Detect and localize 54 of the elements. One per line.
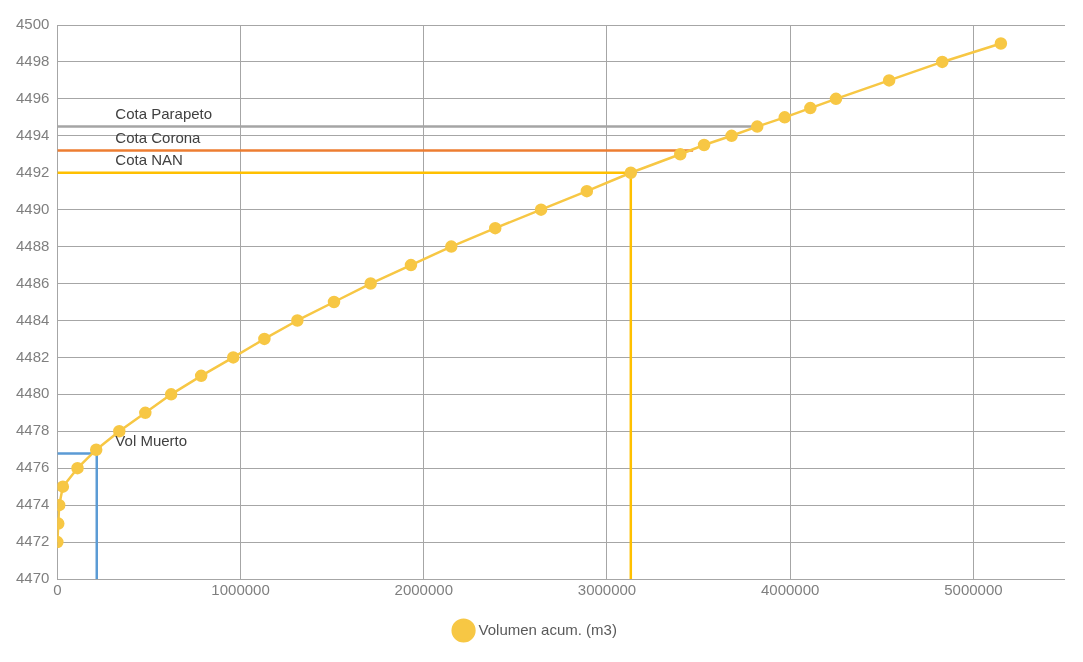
point: [57, 480, 70, 493]
y-tick-label: 4486: [15, 273, 50, 291]
annotation: Cota Parapeto: [115, 105, 213, 123]
point: [71, 461, 84, 475]
x-tick-label: 2000000: [394, 581, 453, 599]
point: [404, 258, 418, 272]
point: [194, 369, 208, 383]
annotation: Cota Corona: [115, 129, 202, 147]
y-tick-label: 4474: [15, 495, 50, 513]
point: [697, 138, 711, 152]
y-tick-label: 4476: [15, 458, 50, 476]
x-tick-label: 4000000: [760, 581, 820, 599]
point: [882, 74, 896, 87]
point: [89, 443, 103, 456]
y-tick-label: 4472: [15, 532, 50, 550]
x-tick-label: 0: [53, 581, 62, 599]
annotation: Vol Muerto: [115, 432, 188, 450]
point: [750, 120, 764, 133]
y-tick-label: 4500: [15, 15, 50, 33]
annotation: Cota NAN: [115, 151, 183, 169]
y-tick-label: 4498: [15, 52, 50, 70]
y-tick-label: 4488: [15, 236, 50, 254]
point: [804, 101, 817, 115]
point: [725, 129, 738, 143]
point: [829, 92, 843, 106]
point: [445, 240, 458, 253]
y-tick-label: 4492: [15, 162, 50, 180]
y-tick-label: 4484: [15, 310, 50, 328]
point: [327, 295, 341, 309]
y-tick-label: 4490: [15, 199, 50, 217]
point: [994, 37, 1008, 50]
point: [139, 406, 152, 420]
x-tick-label: 1000000: [211, 581, 270, 599]
point: [624, 166, 638, 179]
point: [778, 111, 791, 124]
x-tick-label: 5000000: [944, 581, 1003, 599]
point: [258, 332, 271, 346]
y-tick-label: 4482: [15, 347, 50, 365]
legend-label: Volumen acum. (m3): [478, 620, 617, 638]
point: [936, 55, 949, 69]
point: [291, 314, 304, 327]
point: [534, 203, 548, 216]
point: [227, 351, 240, 364]
y-tick-label: 4496: [15, 89, 50, 107]
point: [674, 148, 687, 161]
y-tick-label: 4494: [15, 125, 50, 143]
y-tick-label: 4478: [15, 421, 50, 439]
point: [488, 221, 502, 235]
y-tick-label: 4470: [15, 569, 50, 587]
point: [364, 277, 377, 290]
point: [164, 388, 178, 401]
y-tick-label: 4480: [15, 384, 50, 402]
point: [580, 184, 594, 198]
x-tick-label: 3000000: [577, 581, 637, 599]
